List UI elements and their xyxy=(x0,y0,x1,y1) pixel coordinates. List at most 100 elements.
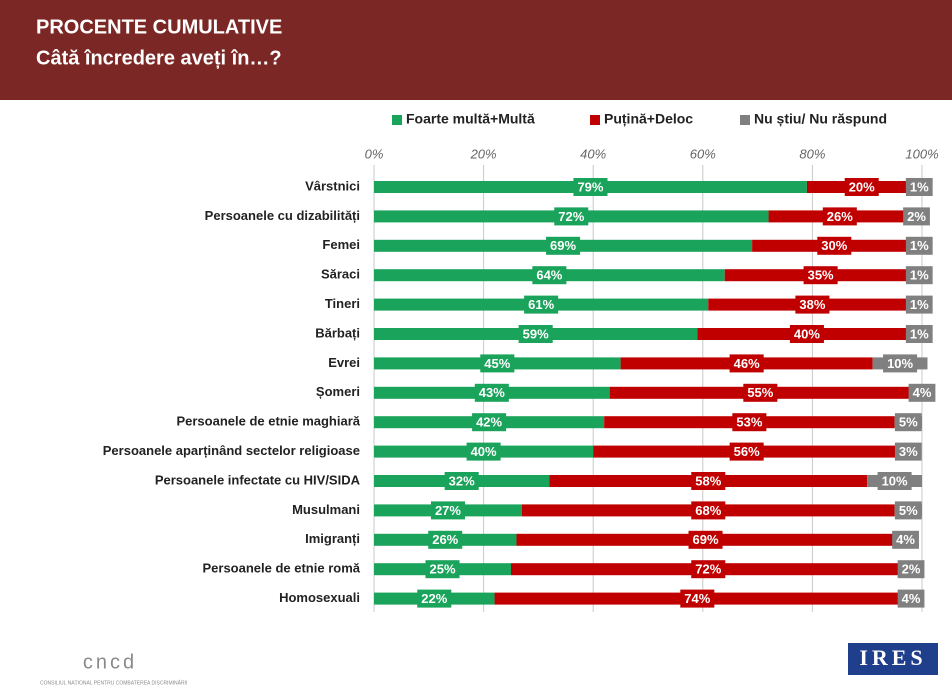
value-label: 4% xyxy=(896,532,915,547)
category-label: Bărbați xyxy=(315,325,360,340)
value-label: 72% xyxy=(558,209,584,224)
value-label: 45% xyxy=(484,356,510,371)
value-label: 59% xyxy=(523,326,549,341)
value-label: 4% xyxy=(913,385,932,400)
category-label: Musulmani xyxy=(292,502,360,517)
value-label: 64% xyxy=(536,268,562,283)
value-label-bg xyxy=(417,589,452,608)
value-label: 25% xyxy=(429,562,455,577)
category-label: Imigranți xyxy=(305,531,360,546)
value-label: 40% xyxy=(471,444,497,459)
value-label: 69% xyxy=(550,238,576,253)
category-label: Persoanele infectate cu HIV/SIDA xyxy=(155,472,361,487)
category-label: Persoanele cu dizabilități xyxy=(205,208,360,223)
value-label: 38% xyxy=(799,297,825,312)
category-label: Evrei xyxy=(328,355,360,370)
value-label-bg xyxy=(892,530,919,549)
value-label-bg xyxy=(688,530,723,549)
value-label-bg xyxy=(905,266,933,285)
value-label-bg xyxy=(524,295,559,314)
value-label: 74% xyxy=(684,591,710,606)
value-label: 30% xyxy=(821,238,847,253)
value-label-bg xyxy=(444,472,479,490)
value-label-bg xyxy=(554,207,589,226)
x-tick-label: 40% xyxy=(580,146,606,161)
legend-swatch xyxy=(392,115,402,125)
value-label: 79% xyxy=(577,179,603,194)
value-label-bg xyxy=(877,472,912,490)
value-label-bg xyxy=(905,236,933,255)
value-label-bg xyxy=(474,383,509,402)
category-label: Șomeri xyxy=(316,384,360,399)
chart-subtitle: Câtă încredere aveți în…? xyxy=(36,47,282,69)
value-label: 1% xyxy=(910,238,929,253)
value-label-bg xyxy=(844,178,879,196)
value-label-bg xyxy=(894,413,922,432)
value-label-bg xyxy=(894,501,922,520)
header-band xyxy=(0,0,952,100)
value-label: 3% xyxy=(899,444,918,459)
value-label: 42% xyxy=(476,415,502,430)
value-label: 26% xyxy=(432,532,458,547)
category-label: Tineri xyxy=(325,296,360,311)
value-label-bg xyxy=(894,442,922,461)
value-label: 53% xyxy=(736,415,762,430)
value-label-bg xyxy=(803,266,838,285)
value-label-bg xyxy=(905,178,933,196)
value-label: 4% xyxy=(902,591,921,606)
category-label: Persoanele de etnie romă xyxy=(202,561,360,576)
x-tick-label: 80% xyxy=(799,146,825,161)
value-label-bg xyxy=(897,560,925,579)
chart-title: PROCENTE CUMULATIVE xyxy=(36,16,282,38)
value-label: 1% xyxy=(910,268,929,283)
value-label-bg xyxy=(795,295,830,314)
value-label-bg xyxy=(732,413,767,432)
value-label: 2% xyxy=(902,562,921,577)
value-label-bg xyxy=(729,354,764,373)
value-label: 55% xyxy=(747,385,773,400)
value-label-bg xyxy=(691,472,726,490)
legend-label: Foarte multă+Multă xyxy=(406,111,535,127)
value-label-bg xyxy=(691,560,726,579)
legend-swatch xyxy=(590,115,600,125)
value-label-bg xyxy=(822,207,857,226)
value-label-bg xyxy=(466,442,501,461)
value-label-bg xyxy=(425,560,460,579)
value-label-bg xyxy=(743,383,778,402)
value-label-bg xyxy=(729,442,764,461)
category-label: Persoanele de etnie maghiară xyxy=(176,414,360,429)
x-tick-label: 20% xyxy=(470,146,497,161)
value-label: 26% xyxy=(827,209,853,224)
value-label-bg xyxy=(573,178,608,196)
value-label-bg xyxy=(518,325,553,343)
value-label: 58% xyxy=(695,473,721,488)
value-label: 56% xyxy=(734,444,760,459)
value-label-bg xyxy=(428,530,463,549)
value-label-bg xyxy=(546,236,581,255)
value-label-bg xyxy=(905,325,933,343)
value-label-bg xyxy=(903,207,930,226)
left-caption: CONSILIUL NAȚIONAL PENTRU COMBATEREA DIS… xyxy=(40,679,187,686)
value-label-bg xyxy=(897,589,925,608)
value-label-bg xyxy=(480,354,515,373)
value-label: 1% xyxy=(910,179,929,194)
category-label: Homosexuali xyxy=(279,590,360,605)
value-label: 2% xyxy=(907,209,926,224)
value-label: 61% xyxy=(528,297,554,312)
value-label: 1% xyxy=(910,326,929,341)
left-logo: cncd xyxy=(83,651,137,673)
legend-swatch xyxy=(740,115,750,125)
value-label-bg xyxy=(905,295,933,314)
value-label: 5% xyxy=(899,415,918,430)
value-label: 69% xyxy=(693,532,719,547)
value-label: 43% xyxy=(479,385,505,400)
value-label: 32% xyxy=(449,473,475,488)
value-label: 10% xyxy=(887,356,913,371)
value-label: 40% xyxy=(794,326,820,341)
value-label-bg xyxy=(908,383,936,402)
right-logo: IRES xyxy=(859,645,926,670)
value-label-bg xyxy=(817,236,852,255)
value-label-bg xyxy=(430,501,465,520)
right-logo-bg xyxy=(848,643,938,675)
